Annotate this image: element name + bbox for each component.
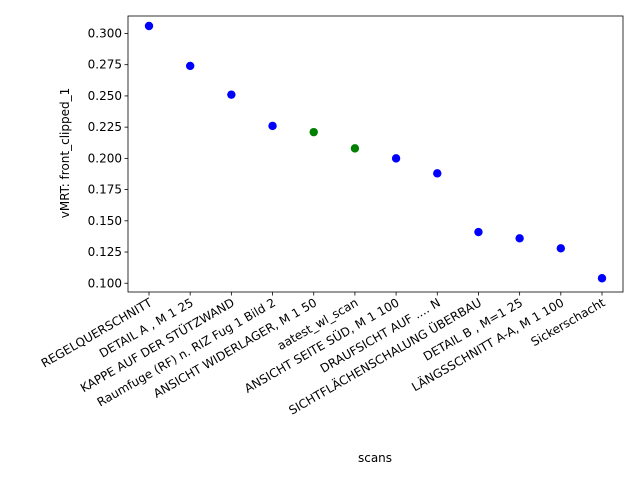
y-tick-label: 0.225 [88,120,122,134]
y-tick-label: 0.150 [88,214,122,228]
data-point [268,121,277,131]
data-point [350,144,360,153]
y-tick-label: 0.125 [88,245,122,259]
x-axis-label: scans [358,451,392,465]
y-tick-label: 0.275 [88,58,122,72]
data-point [515,234,524,243]
y-axis: 0.100 0.125 0.150 0.175 0.200 0.225 0.250 0.275… [88,26,128,290]
data-point [309,127,318,137]
y-tick-label: 0.200 [88,151,122,165]
plot-frame [127,15,624,293]
data-point [474,227,483,237]
data-point [185,61,195,71]
y-tick-label: 0.175 [88,183,122,197]
y-axis-label: vMRT: front_clipped_1 [58,88,72,218]
data-point [597,274,607,283]
y-tick-label: 0.100 [88,276,122,290]
data-point [556,244,566,253]
data-point [144,21,154,31]
data-points [144,21,607,283]
data-point [227,90,236,99]
y-tick-label: 0.250 [88,89,122,103]
plot-area [127,15,624,293]
y-tick-label: 0.300 [88,26,122,40]
data-point [433,169,442,178]
data-point [391,154,401,163]
